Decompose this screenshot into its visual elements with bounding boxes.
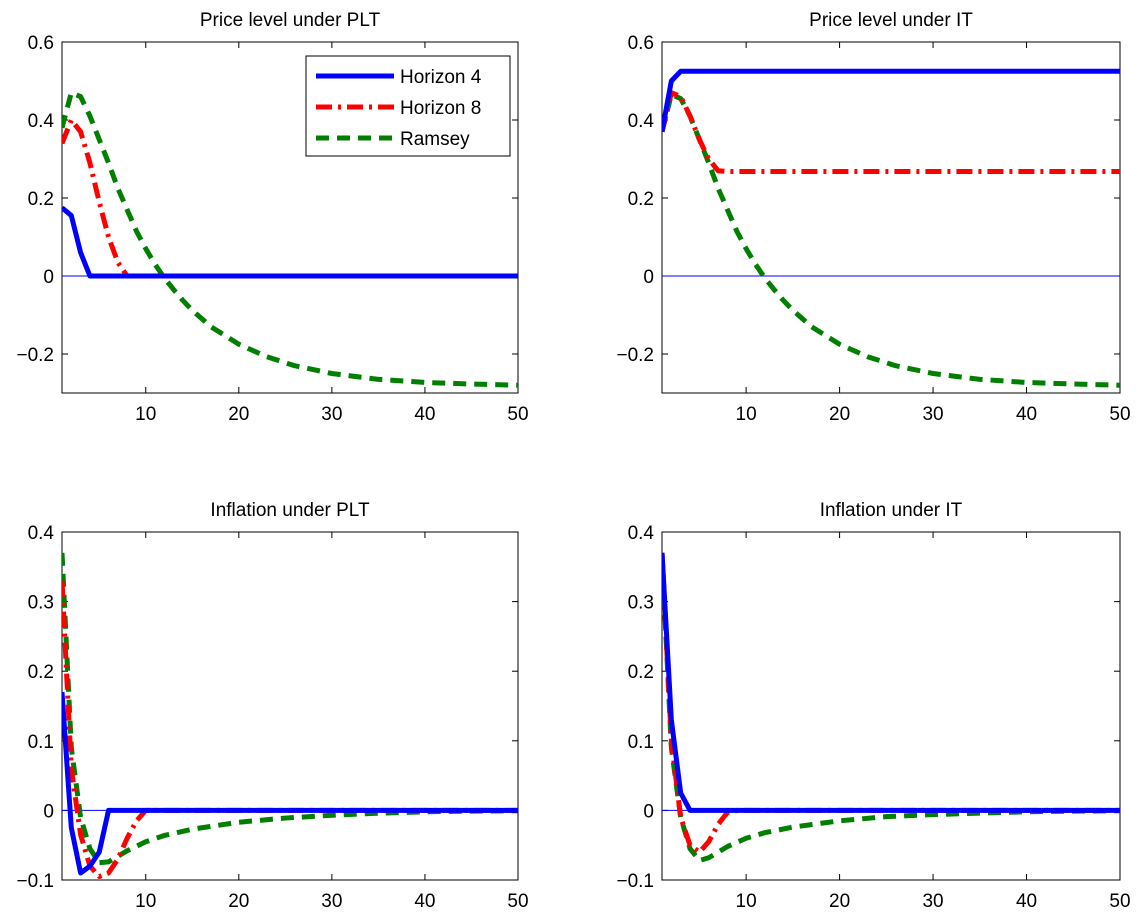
series-line-horizon-4: [662, 552, 1120, 813]
x-tick-label: 50: [507, 404, 528, 425]
series-line-ramsey: [62, 552, 518, 866]
plot-area: [62, 90, 518, 388]
y-tick-label: 0.3: [28, 593, 54, 614]
x-tick-label: 30: [922, 404, 943, 425]
x-tick-label: 50: [507, 891, 528, 912]
legend: Horizon 4 Horizon 8 Ramsey: [305, 55, 511, 157]
chart-title: Inflation under IT: [820, 500, 963, 521]
x-tick-label: 20: [228, 404, 249, 425]
plot-area: [662, 552, 1120, 864]
series-line-horizon-8: [662, 90, 1120, 174]
y-tick-label: 0.6: [628, 33, 654, 54]
y-tick-label: −0.1: [616, 871, 654, 892]
x-tick-label: 30: [321, 404, 342, 425]
chart-panel-4: Inflation under IT 10 20 30 40 50 0.4 0.3 0.2 0.1…: [616, 500, 1130, 912]
chart-title: Price level under PLT: [200, 10, 381, 31]
y-tick-label: 0.2: [628, 189, 654, 210]
y-tick-label: 0.2: [28, 189, 54, 210]
x-tick-label: 30: [321, 891, 342, 912]
y-tick-label: 0.1: [628, 732, 654, 753]
x-tick-label: 10: [736, 404, 757, 425]
y-tick-label: 0.1: [28, 732, 54, 753]
y-tick-label: 0.2: [628, 662, 654, 683]
series-line-horizon-8: [662, 552, 1120, 855]
chart-panel-3: Inflation under PLT 10 20 30 40 50 0.4 0.3 0.2 0.…: [16, 500, 528, 912]
y-tick-label: 0: [643, 801, 654, 822]
y-tick-label: 0: [643, 267, 654, 288]
axes-frame: [61, 531, 519, 881]
y-tick-label: 0.4: [28, 111, 55, 132]
y-tick-label: 0.4: [28, 523, 55, 544]
y-tick-label: −0.2: [616, 345, 654, 366]
chart-title: Price level under IT: [809, 10, 973, 31]
x-tick-label: 40: [414, 891, 435, 912]
series-line-horizon-4: [662, 68, 1120, 133]
axes-frame: [661, 531, 1121, 881]
y-tick-label: 0: [43, 267, 54, 288]
legend-label: Horizon 4: [400, 67, 482, 88]
legend-label: Ramsey: [400, 129, 470, 150]
x-tick-label: 40: [1016, 404, 1037, 425]
y-tick-label: −0.2: [16, 345, 54, 366]
y-tick-label: 0.4: [628, 111, 655, 132]
y-tick-label: 0: [43, 801, 54, 822]
y-tick-label: 0.2: [28, 662, 54, 683]
series-line-ramsey: [662, 92, 1120, 388]
y-tick-label: 0.6: [28, 33, 54, 54]
x-tick-label: 30: [922, 891, 943, 912]
x-tick-label: 20: [829, 404, 850, 425]
axes-frame: [661, 41, 1121, 394]
x-tick-label: 50: [1109, 404, 1130, 425]
plot-area: [662, 68, 1120, 388]
x-tick-label: 10: [736, 891, 757, 912]
legend-label: Horizon 8: [400, 98, 481, 119]
y-tick-label: 0.4: [628, 523, 655, 544]
x-tick-label: 20: [829, 891, 850, 912]
x-tick-label: 40: [414, 404, 435, 425]
series-line-horizon-4: [62, 205, 518, 279]
series-line-horizon-8: [62, 580, 518, 880]
chart-panel-1: Price level under PLT 10 20 30 40 50 0.6 0.4 0.2…: [16, 10, 528, 425]
chart-panel-2: Price level under IT 10 20 30 40 50 0.6 0.4 0.2 0…: [616, 10, 1130, 425]
y-tick-label: 0.3: [628, 593, 654, 614]
series-line-ramsey: [62, 90, 518, 388]
x-tick-label: 20: [228, 891, 249, 912]
series-line-horizon-4: [62, 691, 518, 876]
x-tick-label: 10: [135, 404, 156, 425]
y-tick-label: −0.1: [16, 871, 54, 892]
x-tick-label: 50: [1109, 891, 1130, 912]
x-tick-label: 10: [135, 891, 156, 912]
x-tick-label: 40: [1016, 891, 1037, 912]
plot-area: [62, 552, 518, 880]
chart-title: Inflation under PLT: [210, 500, 370, 521]
